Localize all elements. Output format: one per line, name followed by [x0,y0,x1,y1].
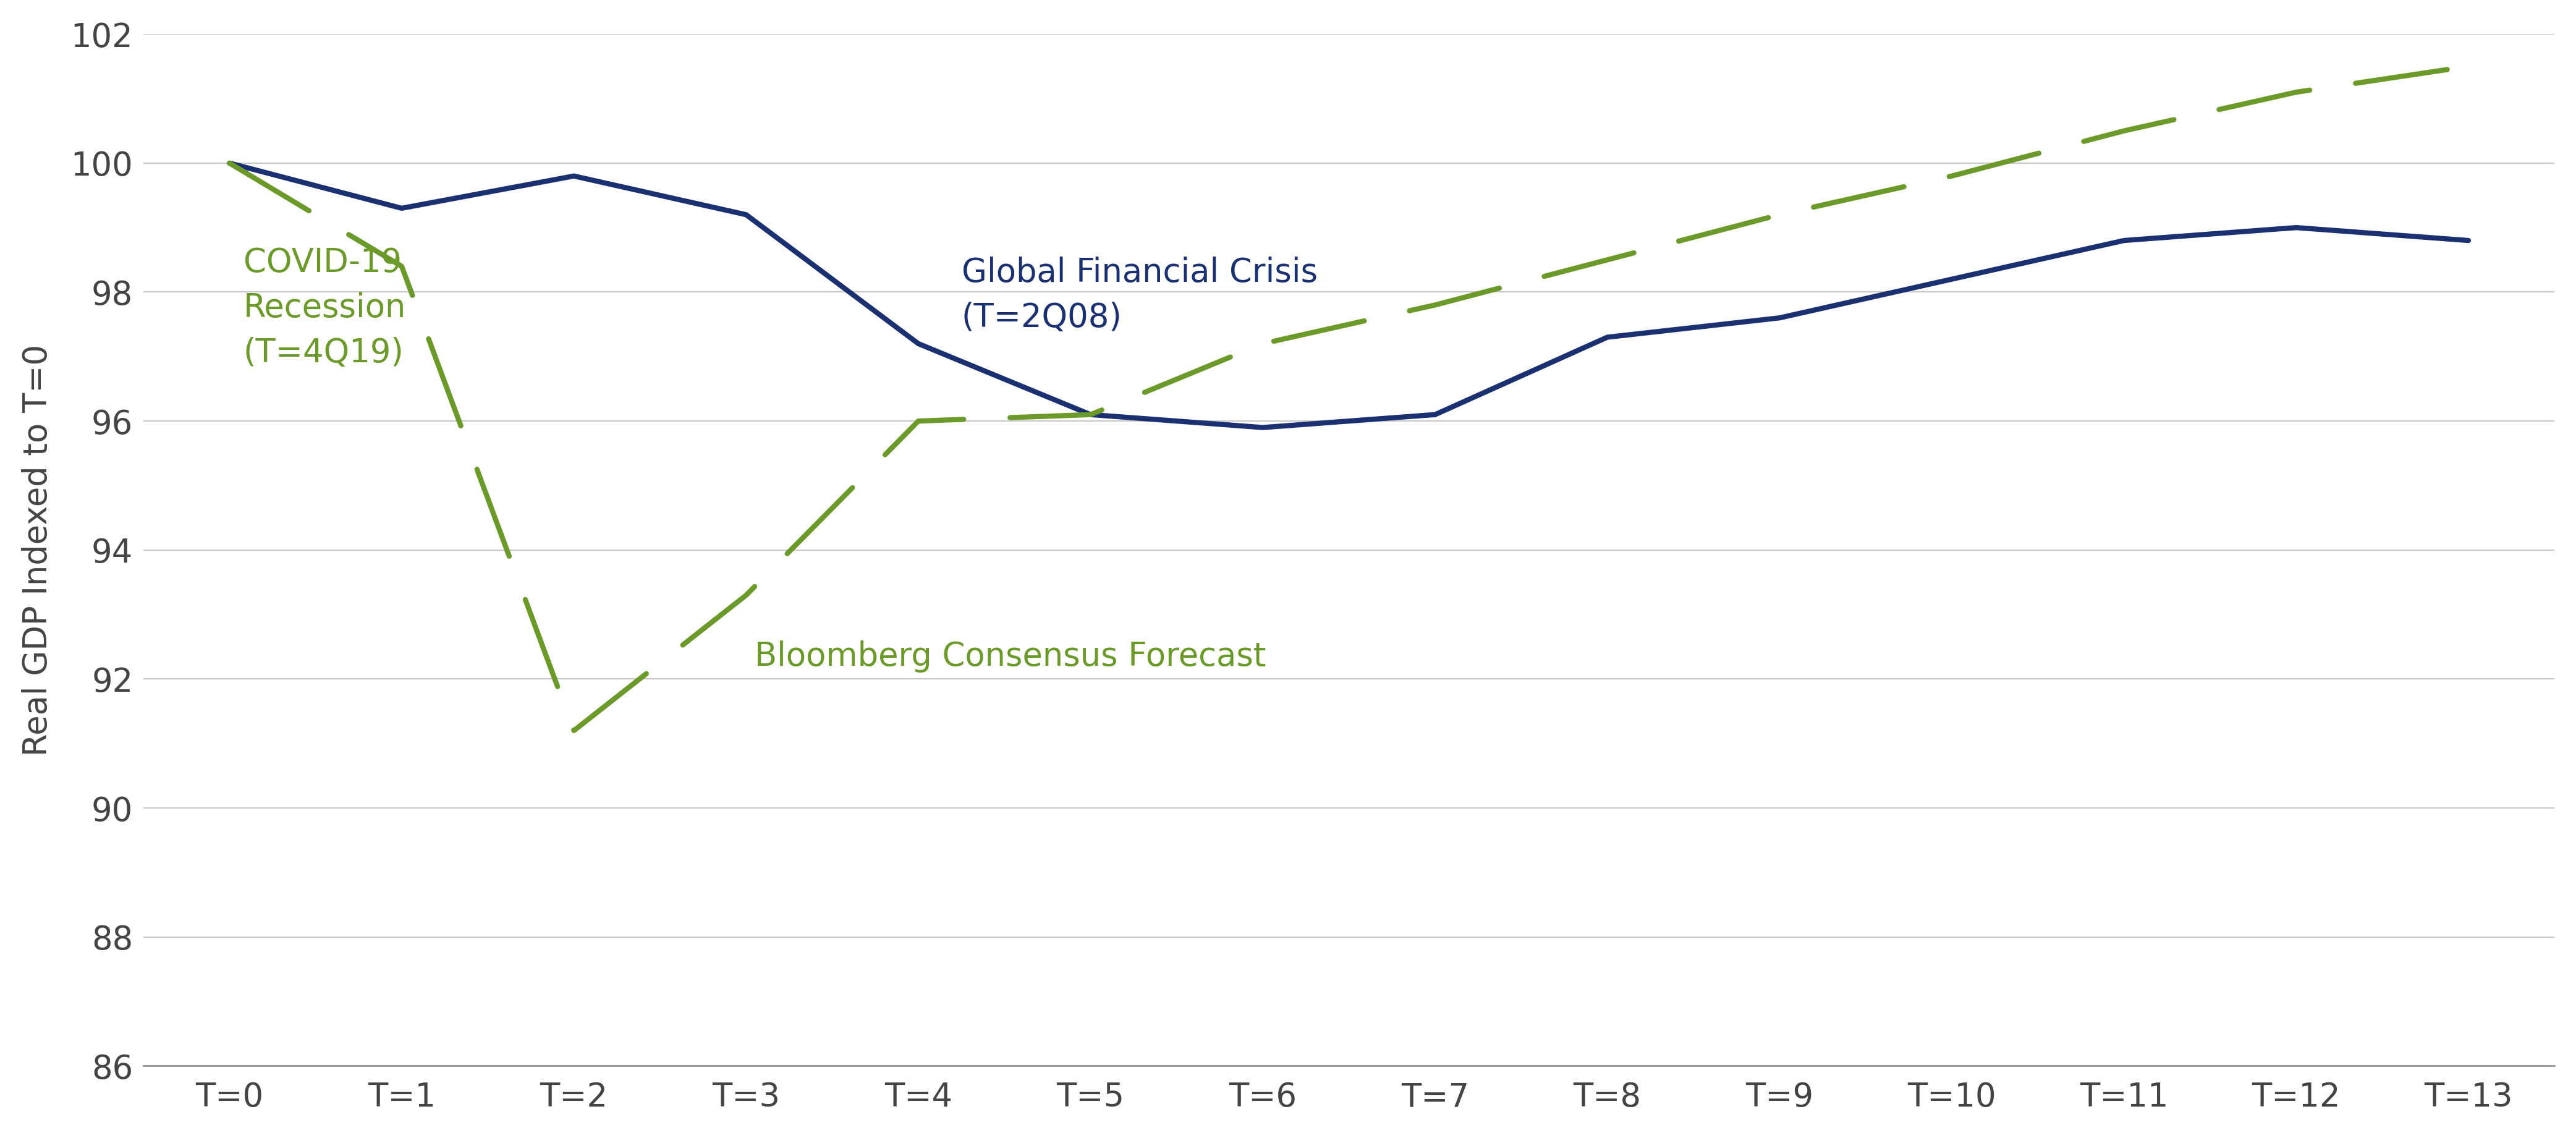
Text: Bloomberg Consensus Forecast: Bloomberg Consensus Forecast [755,640,1267,672]
Y-axis label: Real GDP Indexed to T=0: Real GDP Indexed to T=0 [21,344,54,756]
Text: Global Financial Crisis
(T=2Q08): Global Financial Crisis (T=2Q08) [961,257,1316,334]
Text: COVID-19
Recession
(T=4Q19): COVID-19 Recession (T=4Q19) [242,247,407,369]
